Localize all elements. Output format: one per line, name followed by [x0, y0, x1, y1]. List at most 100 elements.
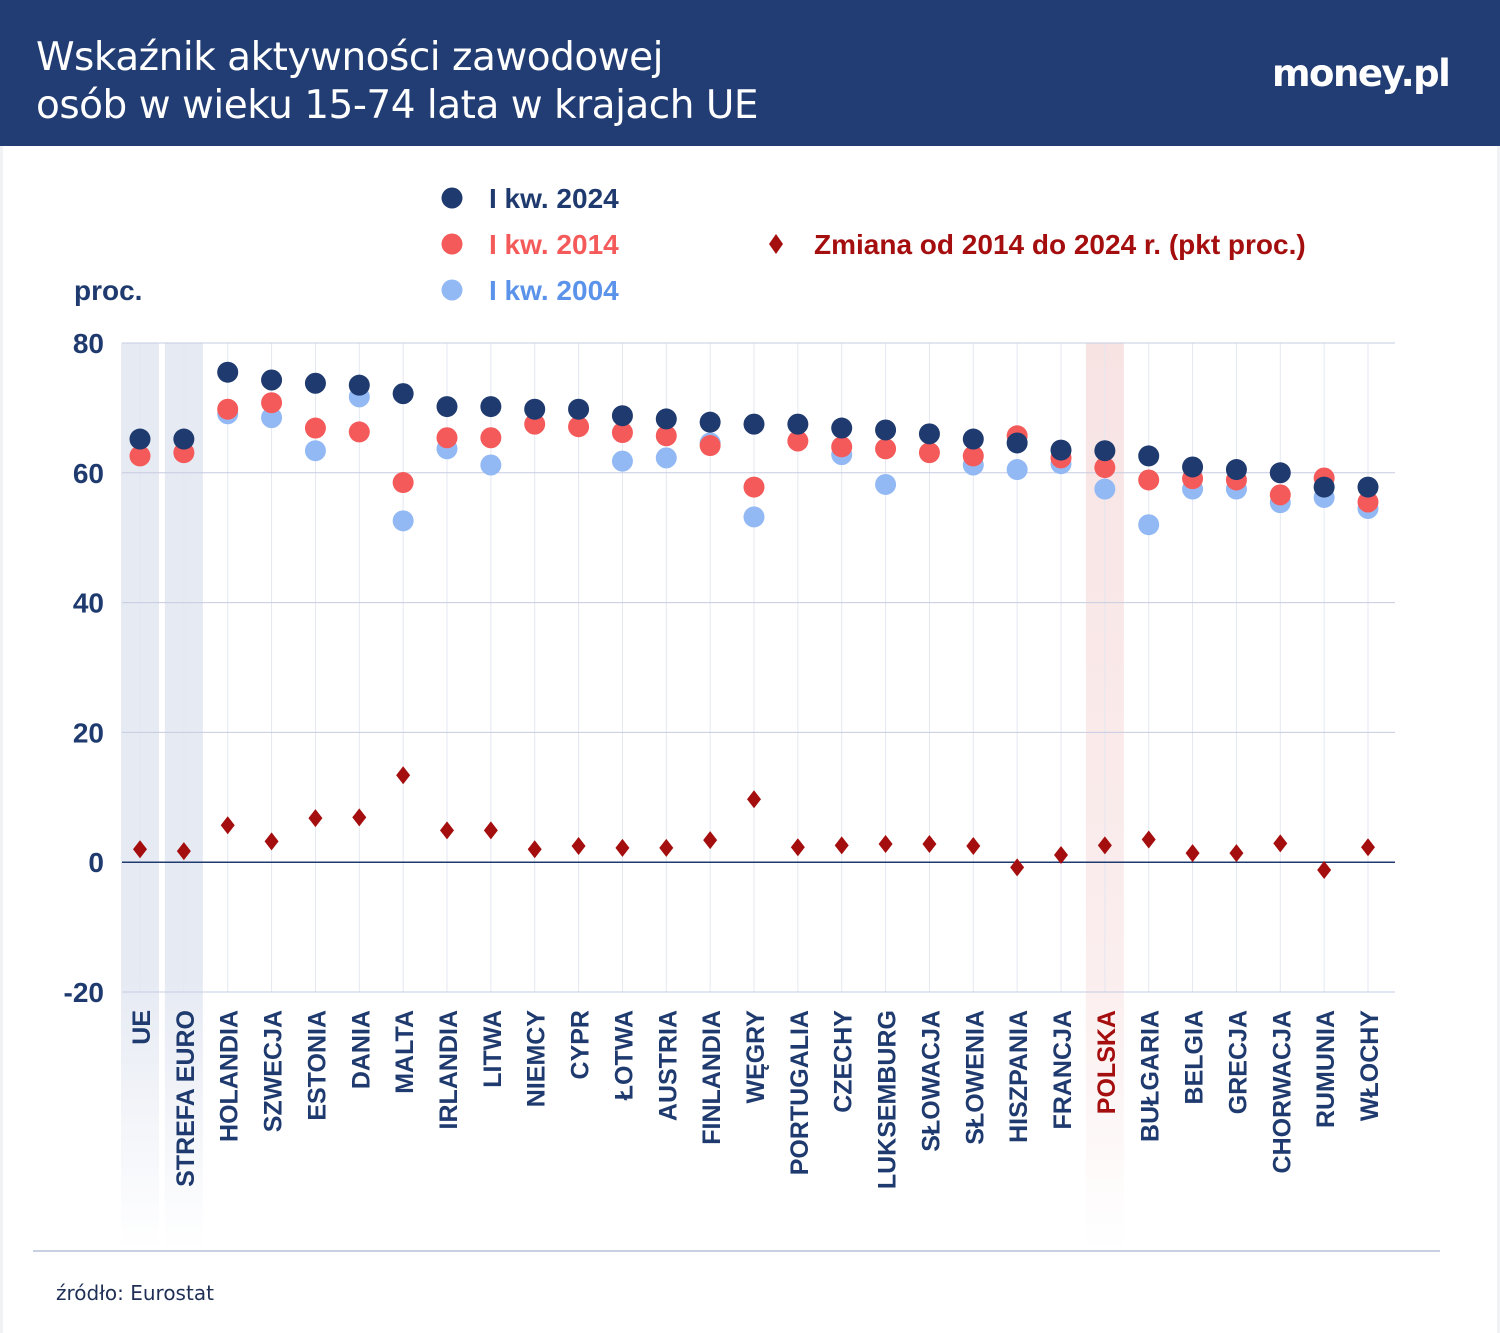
x-tick-label: WŁOCHY: [1356, 1010, 1384, 1121]
point-2024: [787, 413, 809, 435]
point-2024: [173, 428, 195, 450]
x-tick-label: FRANCJA: [1049, 1010, 1077, 1129]
x-tick-label: LUKSEMBURG: [874, 1010, 902, 1189]
x-tick-label: STREFA EURO: [172, 1010, 200, 1187]
point-2024: [217, 361, 239, 383]
point-2024: [918, 423, 940, 445]
point-2024: [568, 398, 590, 420]
point-2014: [129, 445, 151, 467]
point-2014: [918, 442, 940, 464]
y-tick-label: 80: [73, 328, 104, 359]
x-tick-label: SŁOWACJA: [917, 1010, 945, 1152]
point-change: [1317, 860, 1332, 879]
y-tick-label: 20: [73, 717, 104, 748]
point-change: [615, 838, 630, 857]
point-2014: [304, 417, 326, 439]
point-change: [1141, 830, 1156, 849]
point-2014: [1269, 484, 1291, 506]
point-2004: [1138, 514, 1160, 536]
x-tick-label: CHORWACJA: [1268, 1010, 1296, 1173]
point-2024: [743, 413, 765, 435]
x-tick-label: RUMUNIA: [1312, 1010, 1340, 1128]
point-2014: [831, 436, 853, 458]
point-change: [834, 836, 849, 855]
point-2004: [304, 440, 326, 462]
y-tick-label: 40: [73, 588, 104, 619]
x-tick-label: MALTA: [391, 1010, 419, 1094]
point-2024: [129, 428, 151, 450]
point-2024: [1050, 439, 1072, 461]
point-2024: [1269, 462, 1291, 484]
x-tick-label: CYPR: [567, 1010, 595, 1079]
point-2024: [480, 396, 502, 418]
point-2024: [655, 408, 677, 430]
y-tick-label: 60: [73, 458, 104, 489]
title-line-1: Wskaźnik aktywności zawodowej: [36, 35, 663, 80]
footer-divider: [33, 1250, 1440, 1252]
source-note: źródło: Eurostat: [56, 1281, 214, 1305]
x-tick-label: SZWECJA: [260, 1010, 288, 1132]
point-change: [1361, 838, 1375, 857]
x-tick-label: PORTUGALIA: [786, 1010, 814, 1175]
point-change: [747, 790, 761, 809]
point-2014: [524, 413, 546, 435]
point-change: [571, 836, 586, 855]
point-change: [396, 766, 411, 785]
point-2014: [655, 425, 677, 447]
point-2024: [1138, 445, 1160, 467]
point-change: [1097, 836, 1112, 855]
legend-marker: [441, 233, 463, 255]
point-2014: [348, 421, 370, 443]
point-2004: [875, 473, 897, 495]
point-2014: [611, 422, 633, 444]
point-2014: [875, 438, 897, 460]
point-change: [790, 838, 805, 857]
legend-marker: [441, 187, 463, 209]
x-tick-label: SŁOWENIA: [961, 1010, 989, 1145]
legend-label: I kw. 2004: [489, 275, 619, 306]
point-2024: [1094, 440, 1116, 462]
x-tick-label: POLSKA: [1093, 1010, 1121, 1114]
point-2014: [217, 398, 239, 420]
point-change: [440, 821, 454, 840]
point-2024: [1006, 432, 1028, 454]
point-change: [133, 840, 147, 859]
legend-label: I kw. 2024: [489, 183, 619, 214]
point-2014: [743, 476, 765, 498]
point-2014: [1138, 469, 1160, 491]
point-2024: [831, 417, 853, 439]
point-change: [1273, 834, 1288, 853]
x-tick-label: NIEMCY: [523, 1010, 551, 1108]
x-tick-label: HOLANDIA: [216, 1010, 244, 1142]
point-change: [1010, 858, 1025, 877]
x-tick-label: ESTONIA: [303, 1010, 331, 1121]
x-tick-label: LITWA: [479, 1010, 507, 1088]
chart-frame: [0, 146, 1500, 1333]
x-tick-label: UE: [128, 1010, 156, 1045]
point-2014: [787, 430, 809, 452]
x-tick-label: CZECHY: [830, 1010, 858, 1113]
point-change: [527, 840, 542, 859]
point-change: [1185, 844, 1200, 863]
title-line-2: osób w wieku 15-74 lata w krajach UE: [36, 83, 759, 128]
legend-marker: [441, 279, 463, 301]
point-change: [220, 816, 235, 835]
x-tick-label: BELGIA: [1181, 1010, 1209, 1104]
point-2024: [1357, 476, 1379, 498]
point-2014: [480, 427, 502, 449]
point-2014: [392, 472, 414, 494]
legend-label: Zmiana od 2014 do 2024 r. (pkt proc.): [814, 229, 1306, 260]
point-2004: [655, 447, 677, 469]
point-2014: [261, 392, 283, 414]
point-change: [176, 842, 191, 861]
point-2004: [743, 506, 765, 528]
point-2024: [1225, 459, 1247, 481]
legend-label: I kw. 2014: [489, 229, 619, 260]
x-tick-label: DANIA: [347, 1010, 375, 1089]
y-axis-label: proc.: [74, 275, 142, 306]
point-2024: [1313, 476, 1335, 498]
point-2004: [611, 450, 633, 472]
point-2004: [1094, 478, 1116, 500]
point-2024: [436, 396, 458, 418]
